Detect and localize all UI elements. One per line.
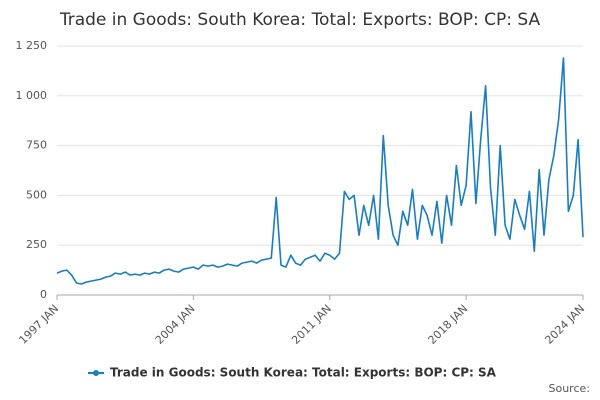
chart-title: Trade in Goods: South Korea: Total: Expo…	[59, 10, 541, 30]
x-tick-label: 2018 JAN	[426, 302, 471, 347]
source: Source:	[549, 382, 591, 395]
y-tick-label: 1 250	[16, 39, 48, 52]
x-tick-label: 2004 JAN	[153, 302, 198, 347]
legend-marker	[93, 370, 99, 376]
x-tick-label: 1997 JAN	[16, 302, 61, 347]
legend-label: Trade in Goods: South Korea: Total: Expo…	[110, 366, 497, 380]
x-tick-label: 2011 JAN	[289, 302, 334, 347]
series-line	[56, 57, 584, 285]
y-tick-label: 750	[26, 139, 47, 152]
y-tick-label: 1 000	[16, 89, 48, 102]
x-tick-label: 2024 JAN	[542, 302, 587, 347]
y-tick-label: 0	[40, 288, 47, 301]
y-tick-label: 500	[26, 188, 47, 201]
y-tick-label: 250	[26, 238, 47, 251]
